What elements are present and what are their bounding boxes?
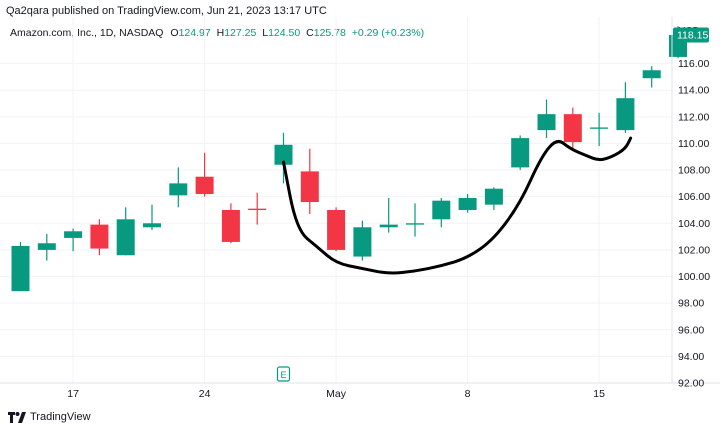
candle-body: [484, 188, 503, 205]
legend-low-value: 124.50: [268, 27, 301, 39]
y-tick-label: 108.00: [678, 165, 710, 177]
candle: [169, 167, 188, 208]
legend-close-label: C: [306, 27, 314, 39]
x-tick-label: May: [326, 388, 347, 400]
candle-body: [90, 224, 109, 249]
candle: [274, 132, 293, 184]
y-tick-label: 112.00: [678, 111, 709, 123]
y-tick-label: 92.00: [678, 378, 704, 390]
candle-body: [590, 127, 609, 129]
candle-body: [458, 198, 477, 210]
event-box: [276, 366, 291, 382]
legend-close-value: 125.78: [313, 27, 346, 39]
candle-body: [300, 171, 319, 202]
candle: [379, 198, 398, 233]
y-tick-label: 96.00: [678, 324, 704, 336]
last-price-tag: 118.15: [673, 27, 709, 43]
candle: [11, 241, 30, 292]
y-tick-label: 110.00: [678, 138, 709, 150]
x-tick-label: 15: [593, 388, 605, 400]
y-tick-label: 104.00: [678, 218, 710, 230]
legend-low-label: L: [262, 27, 269, 39]
candle-body: [537, 114, 556, 131]
y-tick-label: 114.00: [678, 85, 709, 97]
candle: [432, 198, 451, 228]
candle-body: [353, 227, 372, 257]
y-tick-label: 100.00: [678, 271, 710, 283]
publisher-caption: Qa2qara published on TradingView.com, Ju…: [6, 5, 327, 17]
candle-body: [37, 243, 56, 250]
grid-lines: [0, 17, 672, 384]
candle-body: [64, 231, 83, 238]
candle: [458, 194, 477, 213]
legend-change: +0.29 (+0.23%): [351, 27, 425, 39]
last-price-box: [673, 27, 709, 43]
time-axis: 17 24 May 8 15: [67, 388, 605, 400]
candle: [116, 207, 135, 256]
candle: [484, 187, 503, 210]
y-tick-label: 98.00: [678, 298, 704, 310]
candle-body: [169, 183, 188, 196]
last-price-value: 118.15: [677, 29, 708, 41]
tradingview-logo-text: TradingView: [30, 411, 91, 423]
candle: [90, 219, 109, 256]
candle: [353, 220, 372, 261]
candle: [195, 152, 214, 197]
candle-body: [616, 98, 635, 131]
candle-body: [563, 114, 582, 143]
legend-high-label: H: [216, 27, 225, 39]
candle: [406, 203, 424, 237]
y-tick-label: 102.00: [678, 244, 710, 256]
candle: [616, 82, 635, 133]
candle-body: [511, 138, 530, 168]
x-tick-label: 8: [465, 388, 471, 400]
candle: [563, 107, 582, 149]
tradingview-logo[interactable]: TradingView: [8, 411, 91, 423]
candle-body: [327, 209, 346, 250]
candle-body: [642, 70, 661, 79]
event-letter: E: [280, 370, 286, 380]
candle: [511, 135, 530, 171]
candle-body: [248, 208, 267, 210]
candle-body: [432, 200, 451, 220]
candle: [590, 112, 609, 147]
candle-body: [143, 223, 161, 228]
legend-high-value: 127.25: [224, 27, 257, 39]
candle: [537, 99, 556, 139]
earnings-event-marker[interactable]: E: [276, 366, 291, 382]
y-tick-label: 94.00: [678, 351, 704, 363]
x-tick-label: 24: [199, 388, 211, 400]
candles-layer: [11, 26, 687, 292]
candle: [642, 66, 661, 88]
legend-open-label: O: [170, 27, 179, 39]
y-tick-label: 116.00: [678, 58, 709, 70]
candle-body: [116, 219, 135, 256]
y-tick-label: 106.00: [678, 191, 710, 203]
ohlc-legend: Amazon.com, Inc., 1D, NASDAQ O124.97 H12…: [10, 27, 424, 39]
candle: [300, 148, 319, 214]
candle-body: [274, 144, 293, 165]
legend-symbol: Amazon.com, Inc., 1D, NASDAQ: [10, 27, 164, 39]
hand-drawn-curve: [282, 136, 633, 275]
tradingview-logo-icon: [8, 411, 26, 423]
candle: [221, 203, 240, 244]
candle: [143, 204, 161, 230]
candle: [37, 233, 56, 261]
candle-body: [379, 224, 398, 228]
candle: [327, 207, 346, 252]
price-axis: 92.00 94.00 96.00 98.00 100.00 102.00 104.00 10…: [678, 58, 710, 389]
candle-body: [195, 176, 214, 195]
candle: [64, 228, 83, 252]
legend-open-value: 124.97: [178, 27, 211, 39]
candle-body: [221, 209, 240, 242]
candle: [248, 192, 267, 225]
candle-body: [406, 223, 424, 225]
candle-body: [11, 245, 30, 292]
x-tick-label: 17: [67, 388, 79, 400]
